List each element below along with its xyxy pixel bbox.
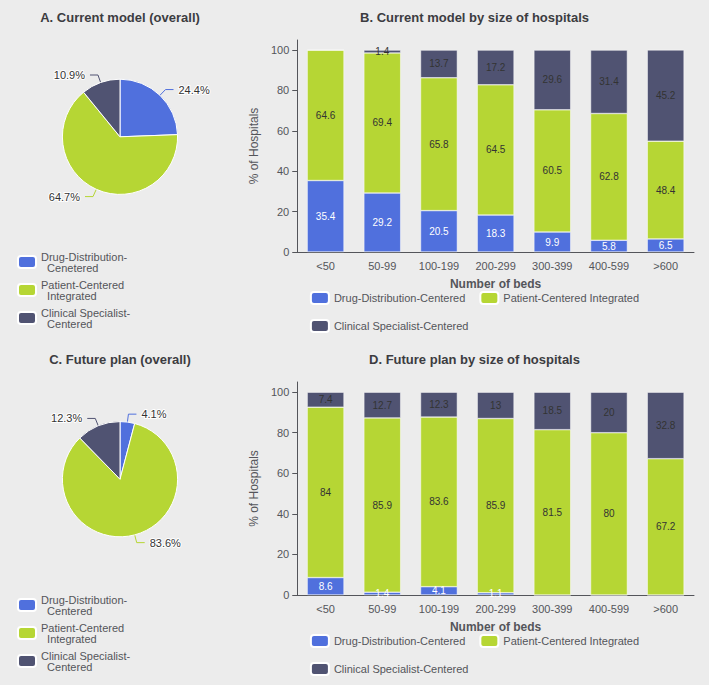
svg-text:50-99: 50-99 xyxy=(368,603,396,615)
svg-text:7.4: 7.4 xyxy=(319,394,333,405)
svg-text:A. Current model (overall): A. Current model (overall) xyxy=(40,10,200,25)
svg-text:Patient-Centered Integrated: Patient-Centered Integrated xyxy=(503,292,639,304)
svg-text:Integrated: Integrated xyxy=(41,290,97,302)
svg-text:1.4: 1.4 xyxy=(375,588,389,599)
svg-text:% of Hospitals: % of Hospitals xyxy=(247,108,261,185)
svg-text:29.2: 29.2 xyxy=(373,217,393,228)
svg-text:1.1: 1.1 xyxy=(489,588,503,599)
svg-text:400-599: 400-599 xyxy=(589,603,629,615)
svg-text:18.5: 18.5 xyxy=(543,405,563,416)
svg-text:48.4: 48.4 xyxy=(656,185,676,196)
svg-text:8.6: 8.6 xyxy=(319,581,333,592)
svg-text:64.5: 64.5 xyxy=(486,144,506,155)
svg-text:Drug-Distribution-Centered: Drug-Distribution-Centered xyxy=(334,635,465,647)
svg-text:18.3: 18.3 xyxy=(486,228,506,239)
svg-text:Drug-Distribution-: Drug-Distribution- xyxy=(41,593,128,606)
svg-text:200-299: 200-299 xyxy=(475,260,515,272)
svg-text:85.9: 85.9 xyxy=(373,500,393,511)
svg-text:Centered: Centered xyxy=(41,661,92,673)
svg-text:C. Future plan (overall): C. Future plan (overall) xyxy=(49,352,191,367)
svg-text:85.9: 85.9 xyxy=(486,500,506,511)
svg-text:Number of beds: Number of beds xyxy=(450,277,542,291)
svg-text:20: 20 xyxy=(277,548,289,560)
svg-text:29.6: 29.6 xyxy=(543,74,563,85)
svg-text:83.6: 83.6 xyxy=(429,496,449,507)
svg-text:B. Current model by size of ho: B. Current model by size of hospitals xyxy=(360,10,589,25)
svg-text:35.4: 35.4 xyxy=(316,211,336,222)
svg-text:>600: >600 xyxy=(653,603,678,615)
svg-text:32.8: 32.8 xyxy=(656,420,676,431)
svg-text:100: 100 xyxy=(271,44,289,56)
svg-text:0: 0 xyxy=(283,246,289,258)
svg-text:67.2: 67.2 xyxy=(656,521,676,532)
svg-text:45.2: 45.2 xyxy=(656,90,676,101)
svg-text:62.8: 62.8 xyxy=(599,171,619,182)
svg-text:20.5: 20.5 xyxy=(429,226,449,237)
svg-text:12.7: 12.7 xyxy=(373,400,393,411)
svg-text:Integrated: Integrated xyxy=(41,633,97,645)
svg-text:Clinical Specialist-: Clinical Specialist- xyxy=(41,306,131,319)
svg-text:9.9: 9.9 xyxy=(545,237,559,248)
svg-text:100-199: 100-199 xyxy=(419,260,459,272)
svg-text:60: 60 xyxy=(277,125,289,137)
svg-text:Patient-Centered: Patient-Centered xyxy=(41,621,125,634)
svg-text:50-99: 50-99 xyxy=(368,260,396,272)
svg-text:40: 40 xyxy=(277,508,289,520)
svg-text:Centered: Centered xyxy=(41,605,92,617)
svg-text:80: 80 xyxy=(277,427,289,439)
svg-text:0: 0 xyxy=(283,589,289,601)
svg-text:10.9%: 10.9% xyxy=(54,69,85,81)
svg-text:Clinical Specialist-Centered: Clinical Specialist-Centered xyxy=(334,663,469,675)
svg-text:% of Hospitals: % of Hospitals xyxy=(247,450,261,527)
svg-text:300-399: 300-399 xyxy=(532,603,572,615)
svg-text:<50: <50 xyxy=(316,260,335,272)
svg-text:80: 80 xyxy=(277,84,289,96)
svg-text:Patient-Centered Integrated: Patient-Centered Integrated xyxy=(503,635,639,647)
svg-text:64.7%: 64.7% xyxy=(49,191,80,203)
svg-text:20: 20 xyxy=(603,407,615,418)
svg-text:17.2: 17.2 xyxy=(486,62,506,73)
svg-text:100-199: 100-199 xyxy=(419,603,459,615)
svg-text:Drug-Distribution-: Drug-Distribution- xyxy=(41,250,128,263)
svg-text:Centered: Centered xyxy=(41,318,92,330)
svg-text:60.5: 60.5 xyxy=(543,165,563,176)
svg-text:84: 84 xyxy=(320,487,332,498)
svg-text:60: 60 xyxy=(277,467,289,479)
svg-text:1.4: 1.4 xyxy=(375,46,389,57)
svg-text:<50: <50 xyxy=(316,603,335,615)
svg-text:20: 20 xyxy=(277,206,289,218)
svg-text:Cenetered: Cenetered xyxy=(41,262,98,274)
svg-text:Patient-Centered: Patient-Centered xyxy=(41,278,125,291)
svg-text:4.1%: 4.1% xyxy=(141,408,166,420)
svg-text:69.4: 69.4 xyxy=(373,117,393,128)
svg-text:80: 80 xyxy=(603,508,615,519)
svg-text:40: 40 xyxy=(277,165,289,177)
svg-text:Clinical Specialist-: Clinical Specialist- xyxy=(41,649,131,662)
svg-text:Clinical Specialist-Centered: Clinical Specialist-Centered xyxy=(334,320,469,332)
svg-text:Drug-Distribution-Centered: Drug-Distribution-Centered xyxy=(334,292,465,304)
svg-text:6.5: 6.5 xyxy=(659,240,673,251)
svg-text:83.6%: 83.6% xyxy=(150,537,181,549)
svg-text:5.8: 5.8 xyxy=(602,241,616,252)
svg-text:64.6: 64.6 xyxy=(316,110,336,121)
svg-text:12.3%: 12.3% xyxy=(51,412,82,424)
svg-text:13.7: 13.7 xyxy=(429,58,449,69)
svg-text:200-299: 200-299 xyxy=(475,603,515,615)
svg-text:24.4%: 24.4% xyxy=(179,84,210,96)
svg-text:300-399: 300-399 xyxy=(532,260,572,272)
svg-text:12.3: 12.3 xyxy=(429,399,449,410)
svg-text:Number of beds: Number of beds xyxy=(450,620,542,634)
svg-text:65.8: 65.8 xyxy=(429,139,449,150)
svg-text:D. Future plan by size of hosp: D. Future plan by size of hospitals xyxy=(369,352,580,367)
svg-text:400-599: 400-599 xyxy=(589,260,629,272)
svg-text:100: 100 xyxy=(271,386,289,398)
svg-text:81.5: 81.5 xyxy=(543,507,563,518)
svg-text:4.1: 4.1 xyxy=(432,585,446,596)
svg-text:31.4: 31.4 xyxy=(599,76,619,87)
svg-text:>600: >600 xyxy=(653,260,678,272)
svg-text:13: 13 xyxy=(490,400,502,411)
